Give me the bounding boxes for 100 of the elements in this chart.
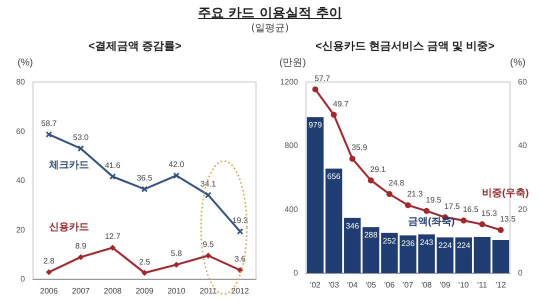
y-tick-label: 1200 — [280, 78, 299, 86]
point — [405, 202, 411, 208]
data-label: 9.5 — [202, 240, 214, 250]
bar — [455, 237, 472, 273]
point — [368, 177, 374, 184]
x-tick-label: '07 — [402, 280, 414, 290]
x-tick-label: '04 — [347, 280, 358, 290]
bar — [306, 117, 324, 273]
data-label: 41.6 — [104, 161, 121, 170]
y-tick-label: 60 — [16, 126, 26, 136]
y-tick-label: 400 — [284, 204, 299, 214]
text: 비중(우축) — [482, 188, 529, 199]
data-label: 5.8 — [170, 249, 182, 258]
x-tick-label: '03 — [328, 280, 340, 290]
bar — [474, 237, 491, 273]
point — [479, 221, 486, 228]
bar — [325, 168, 342, 273]
point — [46, 131, 52, 138]
x-tick-label: 2007 — [72, 286, 90, 296]
y-axis-title: (%) — [17, 58, 33, 68]
data-label: 34.1 — [200, 180, 217, 189]
data-label: 656 — [327, 172, 342, 182]
point — [205, 192, 212, 198]
y-tick-label: 0 — [20, 274, 26, 284]
point — [424, 208, 430, 214]
point — [142, 186, 148, 192]
data-label: 288 — [364, 230, 378, 240]
chart-title: <신용카드 현금서비스 금액 및 비중> — [315, 40, 495, 52]
x-tick-label: 2009 — [136, 286, 154, 296]
data-label: 58.7 — [41, 118, 58, 128]
data-label: 236 — [401, 238, 416, 248]
point — [330, 112, 337, 118]
x-tick-label: 2008 — [104, 286, 122, 296]
x-tick-label: '02 — [310, 280, 322, 290]
data-label: 49.7 — [333, 99, 350, 108]
y2-tick-label: 60 — [518, 78, 528, 86]
bar — [492, 240, 510, 273]
data-label: 21.3 — [407, 190, 424, 199]
text: 신용카드 — [48, 222, 89, 233]
data-label: 13.5 — [500, 214, 516, 224]
data-label: 29.1 — [370, 164, 386, 174]
y-tick-label: 40 — [16, 176, 26, 185]
point — [173, 262, 180, 268]
x-tick-label: '05 — [366, 280, 377, 290]
bar — [344, 218, 361, 273]
x-tick-label: '08 — [421, 280, 432, 290]
data-label: 17.5 — [444, 202, 460, 211]
point — [142, 270, 148, 276]
data-label: 243 — [420, 238, 434, 247]
point — [46, 269, 52, 276]
data-label: 979 — [308, 120, 322, 130]
data-label: 2.8 — [43, 256, 56, 266]
data-label: 224 — [456, 240, 471, 250]
y2-axis-title: (%) — [510, 58, 526, 68]
x-tick-label: '10 — [458, 280, 470, 290]
data-label: 57.7 — [314, 74, 331, 83]
data-label: 19.5 — [426, 195, 442, 204]
point — [386, 191, 392, 198]
point — [173, 172, 180, 179]
data-label: 2.5 — [138, 257, 151, 266]
data-label: 8.9 — [75, 242, 87, 251]
point — [205, 252, 212, 259]
y-axis-title: (만원) — [279, 58, 306, 68]
data-label: 15.3 — [481, 208, 498, 218]
data-label: 12.7 — [104, 232, 121, 242]
y-tick-label: 0 — [294, 268, 299, 278]
x-tick-label: '06 — [384, 280, 396, 290]
text: <결제금액 증감률> — [88, 40, 182, 52]
data-label: 16.5 — [462, 204, 479, 214]
point — [349, 156, 356, 162]
point — [312, 86, 318, 92]
x-tick-label: 2012 — [231, 286, 250, 296]
y-tick-label: 800 — [284, 141, 299, 150]
data-label: 3.6 — [234, 254, 246, 264]
point — [460, 217, 467, 224]
point — [498, 227, 504, 234]
data-label: 42.0 — [168, 160, 185, 170]
data-label: 36.5 — [136, 174, 153, 183]
series-label: 금액(좌축) — [408, 216, 455, 228]
y2-tick-label: 40 — [518, 141, 528, 150]
chart-title: 주요 카드 이용실적 추이 — [198, 6, 342, 21]
point — [110, 174, 116, 180]
x-tick-label: '12 — [496, 280, 506, 290]
point — [237, 267, 244, 274]
series-label: 체크카드 — [48, 160, 89, 172]
y2-tick-label: 20 — [518, 204, 528, 214]
x-tick-label: 2006 — [40, 286, 58, 296]
data-label: 252 — [382, 236, 397, 246]
data-label: 19.3 — [232, 216, 248, 225]
data-label: 35.9 — [352, 143, 368, 152]
data-label: 24.8 — [388, 178, 405, 188]
chart-subtitle: (일평균) — [250, 22, 290, 35]
data-label: 53.0 — [72, 132, 90, 142]
y-tick-label: 80 — [16, 78, 26, 86]
x-tick-label: '11 — [477, 280, 488, 290]
x-tick-label: 2011 — [200, 286, 218, 296]
point — [78, 254, 84, 260]
x-tick-label: '09 — [440, 280, 451, 290]
data-label: 346 — [346, 221, 360, 230]
y2-tick-label: 0 — [518, 268, 523, 278]
